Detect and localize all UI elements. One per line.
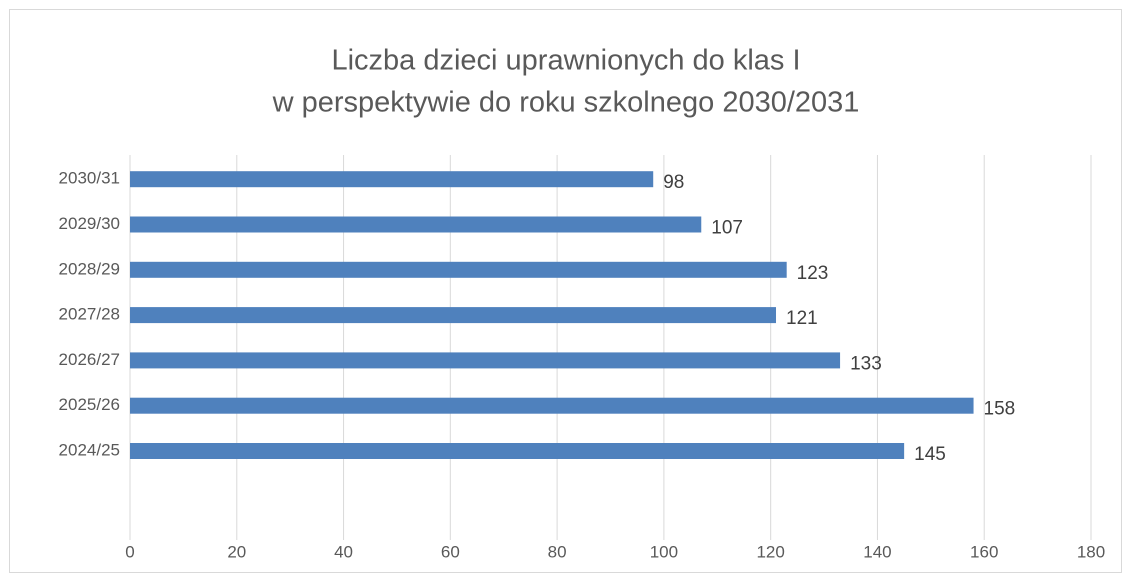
x-tick-label: 60 — [441, 542, 460, 561]
value-label: 121 — [786, 308, 818, 329]
y-tick-label: 2025/26 — [59, 395, 120, 414]
x-tick-label: 40 — [334, 542, 353, 561]
x-tick-label: 80 — [548, 542, 567, 561]
chart-title: w perspektywie do roku szkolnego 2030/20… — [272, 87, 860, 119]
bar — [130, 216, 702, 233]
bar — [130, 443, 905, 459]
y-tick-label: 2030/31 — [59, 169, 120, 188]
bar — [130, 171, 654, 188]
bar — [130, 352, 841, 369]
x-tick-label: 140 — [863, 542, 891, 561]
y-tick-label: 2029/30 — [59, 214, 120, 233]
chart-title: Liczba dzieci uprawnionych do klas I — [331, 45, 800, 77]
x-tick-label: 20 — [227, 542, 246, 561]
y-tick-label: 2028/29 — [59, 259, 120, 278]
value-label: 107 — [711, 218, 743, 239]
bar — [130, 307, 777, 324]
y-tick-label: 2027/28 — [59, 305, 120, 324]
value-label: 133 — [850, 353, 882, 374]
value-label: 145 — [914, 444, 946, 465]
value-label: 98 — [663, 172, 684, 193]
chart-border — [9, 9, 1122, 573]
bar — [130, 397, 974, 414]
y-tick-label: 2024/25 — [59, 440, 120, 459]
y-tick-label: 2026/27 — [59, 350, 120, 369]
x-tick-label: 120 — [756, 542, 784, 561]
x-tick-label: 100 — [650, 542, 678, 561]
x-tick-label: 180 — [1077, 542, 1105, 561]
bar — [130, 261, 787, 278]
value-label: 123 — [797, 263, 829, 284]
x-tick-label: 0 — [125, 542, 134, 561]
x-tick-label: 160 — [970, 542, 998, 561]
value-label: 158 — [984, 399, 1016, 420]
